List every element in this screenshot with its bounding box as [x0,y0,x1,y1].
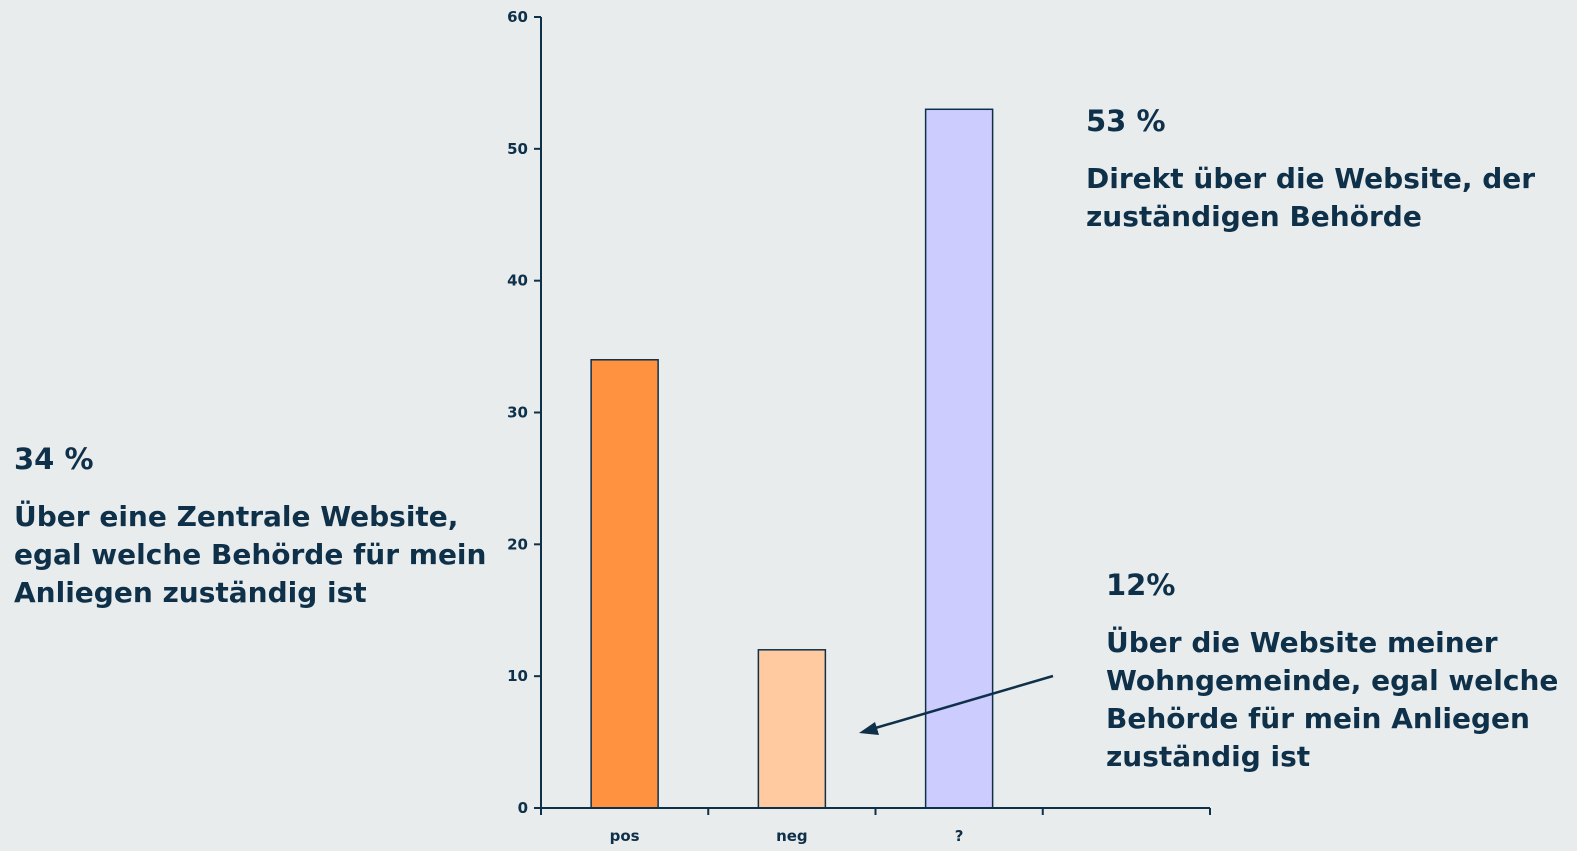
bar-pos [590,359,659,809]
x-tick-label: pos [610,827,640,845]
x-ticks-group: pos neg? [540,808,1211,845]
annotation-unknown: 53 % Direkt über die Website, der zustän… [1086,104,1566,236]
annotation-neg: 12% Über die Website meiner Wohngemeinde… [1106,568,1576,776]
y-tick-label: 20 [507,535,528,553]
x-tick-label: ? [955,827,964,845]
annotation-neg-percent: 12% [1106,568,1176,602]
annotation-pos: 34 % Über eine Zentrale Website, egal we… [14,442,514,612]
bar-neg [757,649,827,809]
y-ticks-group: 0 10 20 30 40 50 60 [507,8,541,817]
annotation-pos-percent: 34 % [14,442,94,476]
arrow-shaft [871,674,1054,731]
x-tick-label: neg [776,827,808,845]
annotation-arrow [859,674,1054,735]
bar-unknown [924,108,994,809]
annotation-neg-text: Über die Website meiner Wohngemeinde, eg… [1106,626,1559,773]
y-tick-label: 10 [507,667,528,685]
annotation-unknown-text: Direkt über die Website, der zuständigen… [1086,162,1536,233]
y-tick-label: 30 [507,404,528,422]
annotation-unknown-percent: 53 % [1086,104,1166,138]
y-tick-label: 0 [518,799,528,817]
y-tick-label: 60 [507,8,528,26]
y-tick-label: 50 [507,140,528,158]
y-tick-label: 40 [507,272,528,290]
annotation-pos-text: Über eine Zentrale Website, egal welche … [14,500,487,609]
arrow-head [859,722,879,735]
bars-group [590,108,994,809]
